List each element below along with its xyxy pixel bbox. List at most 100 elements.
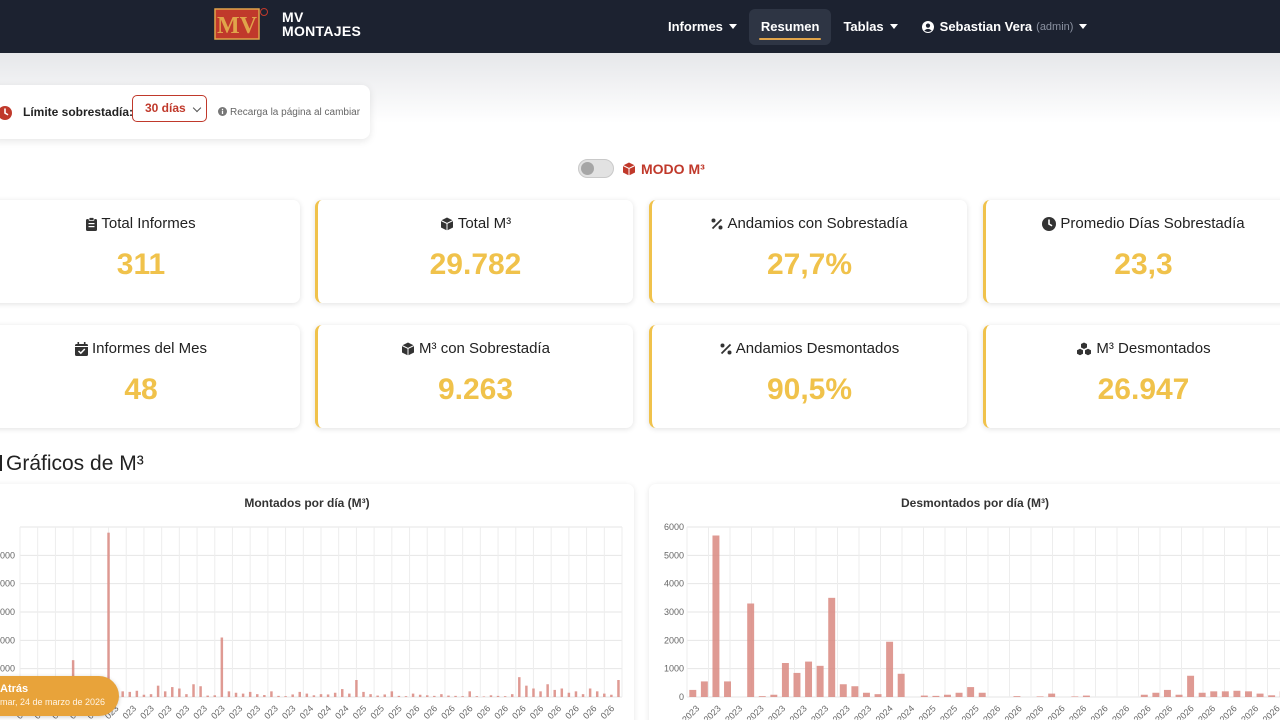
chart-bar — [348, 693, 351, 697]
chart-bar — [539, 691, 542, 697]
x-tick-label: 2026 — [1132, 703, 1153, 720]
chart-bar — [595, 691, 599, 697]
section-title-text: Gráficos de M³ — [6, 452, 144, 475]
chart-bar — [603, 693, 606, 697]
chart-bar — [532, 688, 535, 697]
overstay-limit-label: Límite sobrestadía: — [23, 105, 134, 119]
chart-bar — [1071, 696, 1079, 697]
x-tick-label: 2023 — [680, 703, 701, 720]
chart-bar — [383, 694, 386, 697]
chart-bar — [560, 688, 564, 697]
x-tick-label: 025 — [386, 703, 404, 720]
y-tick-label: 5000 — [664, 550, 684, 560]
back-button[interactable]: Atrás mar, 24 de marzo de 2026 — [0, 676, 119, 716]
chart-bar — [362, 691, 365, 697]
chart-bar — [291, 694, 294, 697]
chart-bar — [1175, 694, 1183, 697]
chart-bar — [1245, 691, 1252, 697]
chart-bar — [475, 696, 479, 697]
chart-bar — [440, 694, 443, 697]
x-tick-label: 024 — [333, 703, 351, 720]
user-menu[interactable]: Sebastian Vera (admin) — [910, 9, 1100, 45]
mode-m3-toggle[interactable] — [578, 159, 614, 178]
percent-icon — [720, 343, 732, 354]
chart-bar — [874, 694, 882, 697]
x-tick-label: 2026 — [1110, 703, 1131, 720]
chart-bar — [404, 696, 408, 697]
chart-bar — [610, 694, 613, 697]
calendar-check-icon — [74, 341, 88, 356]
chart-bar — [862, 692, 870, 697]
x-tick-label: 023 — [138, 703, 156, 720]
overstay-limit-select[interactable]: 30 días — [132, 95, 207, 122]
x-tick-label: 2023 — [745, 703, 766, 720]
y-tick-label: 4000 — [664, 579, 684, 589]
x-tick-label: 026 — [439, 703, 457, 720]
chart-bar — [121, 691, 124, 697]
x-tick-label: 2024 — [874, 703, 895, 720]
brand-line-1: MV — [282, 8, 304, 25]
x-tick-label: 2026 — [1261, 703, 1280, 720]
chart-bar — [135, 690, 139, 697]
chart-bar — [128, 691, 132, 697]
caret-down-icon — [889, 24, 898, 29]
x-tick-label: 026 — [422, 703, 440, 720]
mode-m3-text: MODO M³ — [641, 161, 705, 177]
chart-bar — [805, 661, 813, 697]
chart-bar — [163, 691, 167, 697]
chart-bar — [461, 696, 464, 697]
chart-bar — [312, 695, 316, 697]
brand[interactable]: MV MV MONTAJES — [214, 7, 361, 40]
chart-bar — [816, 665, 824, 697]
mode-m3-label: MODO M³ — [622, 161, 705, 177]
stat-value: 27,7% — [766, 248, 853, 281]
chart-bar — [277, 695, 280, 697]
chart-bar — [1152, 692, 1160, 697]
chart-bar — [171, 687, 174, 697]
chart-bar — [932, 695, 940, 697]
back-date: mar, 24 de marzo de 2026 — [0, 697, 106, 707]
nav-item-resumen[interactable]: Resumen — [748, 8, 832, 45]
caret-down-icon — [728, 24, 737, 29]
chart-bar — [1163, 689, 1171, 697]
x-tick-label: 2026 — [1218, 703, 1239, 720]
chart-bar — [510, 694, 514, 697]
nav-item-label: Informes — [668, 19, 723, 34]
chart-bar — [355, 680, 358, 697]
back-label: Atrás — [0, 683, 29, 695]
chart-bar — [839, 684, 847, 697]
chart-bar — [319, 694, 323, 697]
navbar: MV MV MONTAJES Informes Resumen Tablas S… — [0, 0, 1280, 53]
chart-bar — [1256, 693, 1264, 697]
chart-bar — [724, 681, 731, 697]
chart-bar — [270, 691, 273, 697]
filter-hint: Recarga la página al cambiar — [230, 107, 361, 118]
chart-bar — [199, 686, 202, 697]
chart-bar — [185, 694, 188, 697]
nav-item-tablas[interactable]: Tablas — [831, 9, 909, 45]
chart-bar — [747, 603, 755, 697]
stat-card-total-m3: Total M³ 29.782 — [315, 200, 633, 303]
x-tick-label: 026 — [475, 703, 493, 720]
chart-bar — [700, 681, 708, 697]
svg-text:MV: MV — [217, 13, 258, 39]
chart-bar — [447, 695, 450, 697]
x-tick-label: 026 — [528, 703, 546, 720]
chart-bar — [305, 693, 309, 697]
chart-desmontados-card: Desmontados por día (M³) 0 1000 2000 3000 40… — [649, 484, 1280, 720]
x-tick-label: 024 — [298, 703, 316, 720]
chart-bar — [967, 687, 975, 697]
brand-line-2: MONTAJES — [282, 22, 362, 39]
chart-bar — [1198, 692, 1206, 697]
chart-bar — [156, 685, 160, 697]
stat-title-text: Total Informes — [101, 215, 196, 232]
nav-item-informes[interactable]: Informes — [656, 9, 749, 45]
x-tick-label: 023 — [245, 703, 263, 720]
section-title: Gráficos de M³ — [0, 452, 144, 476]
chart-bar — [496, 695, 500, 697]
chart-bar — [617, 680, 620, 697]
chart-bar — [220, 637, 224, 697]
clock-icon — [1042, 216, 1057, 231]
chart-bar — [333, 692, 337, 697]
x-tick-label: 2026 — [1046, 703, 1067, 720]
